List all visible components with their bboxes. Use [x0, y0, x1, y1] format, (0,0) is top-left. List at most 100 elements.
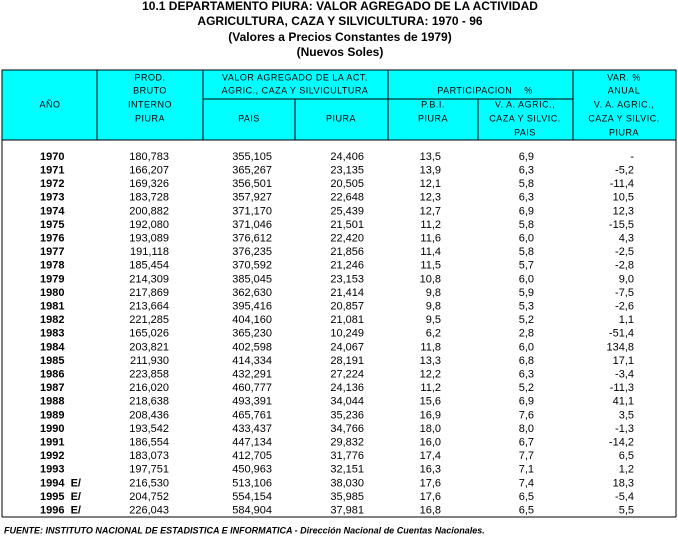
data-cell: 169,326 [129, 178, 169, 190]
col-header: PARTICIPACION % [437, 85, 533, 95]
year-cell: 1971 [40, 165, 64, 177]
data-cell: 183,728 [129, 192, 169, 204]
data-cell: 213,664 [129, 301, 169, 313]
title: AGRICULTURA, CAZA Y SILVICULTURA: 1970 -… [197, 14, 482, 28]
data-cell: 34,766 [330, 423, 364, 435]
data-cell: 216,530 [129, 477, 169, 489]
year-cell: 1979 [40, 273, 64, 285]
data-cell: 31,776 [330, 450, 364, 462]
data-cell: 197,751 [129, 464, 169, 476]
data-cell: 29,832 [330, 437, 364, 449]
data-cell: 11,2 [420, 219, 441, 231]
col-header: VALOR AGREGADO DE LA ACT. [222, 72, 368, 82]
data-cell: 8,0 [519, 423, 534, 435]
data-cell: 12,1 [420, 178, 441, 190]
col-header: PIURA [609, 127, 639, 137]
year-cell: 1989 [40, 409, 64, 421]
data-cell: 11,2 [420, 382, 441, 394]
data-cell: 134,8 [606, 341, 634, 353]
data-cell: 412,705 [232, 450, 272, 462]
data-cell: 21,414 [330, 287, 364, 299]
year-cell: 1984 [40, 341, 65, 353]
data-cell: 6,0 [519, 341, 534, 353]
data-cell: 24,067 [330, 341, 364, 353]
col-header: AGRIC., CAZA Y SILVICULTURA [222, 85, 369, 95]
data-cell: 203,821 [129, 341, 169, 353]
year-cell: 1970 [40, 151, 64, 163]
data-cell: 11,6 [420, 233, 441, 245]
data-cell: 5,9 [519, 287, 534, 299]
data-cell: 362,630 [232, 287, 272, 299]
data-cell: 584,904 [232, 505, 272, 517]
data-cell: 41,1 [613, 396, 634, 408]
data-cell: 28,191 [330, 355, 364, 367]
data-cell: 6,0 [519, 273, 534, 285]
data-cell: -7,5 [615, 287, 634, 299]
data-cell: 24,406 [330, 151, 364, 163]
data-cell: 17,6 [420, 491, 441, 503]
data-cell: 20,857 [330, 301, 364, 313]
data-cell: -3,4 [615, 369, 634, 381]
data-cell: -11,4 [610, 178, 634, 190]
data-cell: 20,505 [330, 178, 364, 190]
year-cell: 1993 [40, 464, 64, 476]
year-cell: 1983 [40, 328, 64, 340]
data-cell: -5,4 [615, 491, 634, 503]
source-note: FUENTE: INSTITUTO NACIONAL DE ESTADISTIC… [4, 525, 485, 535]
col-header: CAZA Y SILVIC. [489, 113, 561, 123]
col-header: PIURA [135, 113, 165, 123]
data-cell: 12,3 [613, 205, 634, 217]
col-header: INTERNO [128, 99, 172, 109]
data-cell: -11,3 [610, 382, 634, 394]
data-cell: 7,6 [519, 409, 534, 421]
data-cell: 6,2 [426, 328, 441, 340]
year-cell: 1986 [40, 369, 64, 381]
data-cell: -5,2 [615, 165, 634, 177]
data-cell: 24,136 [330, 382, 364, 394]
data-cell: 12,2 [420, 369, 441, 381]
data-cell: 218,638 [129, 396, 169, 408]
data-cell: 23,135 [330, 165, 364, 177]
col-header: PAIS [514, 127, 536, 137]
data-cell: -1,3 [615, 423, 634, 435]
data-cell: 185,454 [129, 260, 169, 272]
data-cell: 6,9 [519, 205, 534, 217]
data-cell: 208,436 [129, 409, 169, 421]
data-cell: 460,777 [232, 382, 272, 394]
year-cell: 1973 [40, 192, 64, 204]
data-cell: 6,9 [519, 151, 534, 163]
data-cell: 192,080 [129, 219, 169, 231]
data-cell: 217,869 [129, 287, 169, 299]
data-cell: 32,151 [330, 464, 364, 476]
data-cell: 200,882 [129, 205, 169, 217]
data-cell: 211,930 [130, 355, 169, 367]
data-cell: 395,416 [232, 301, 272, 313]
year-cell: 1987 [40, 382, 64, 394]
data-cell: 193,542 [129, 423, 169, 435]
data-cell: 6,5 [519, 505, 534, 517]
data-cell: 22,420 [330, 233, 364, 245]
data-cell: -2,8 [615, 260, 634, 272]
data-cell: 10,8 [420, 273, 441, 285]
data-cell: 365,267 [232, 165, 272, 177]
title: (Valores a Precios Constantes de 1979) [228, 30, 451, 44]
data-cell: 357,927 [232, 192, 272, 204]
data-cell: 7,1 [519, 464, 534, 476]
data-cell: 193,089 [129, 233, 169, 245]
data-cell: 165,026 [129, 328, 169, 340]
data-cell: 21,081 [330, 314, 364, 326]
data-cell: 5,8 [519, 246, 534, 258]
data-cell: 223,858 [129, 369, 169, 381]
data-cell: 414,334 [232, 355, 272, 367]
data-cell: 17,1 [613, 355, 634, 367]
data-cell: 6,3 [519, 369, 534, 381]
data-cell: 6,8 [519, 355, 534, 367]
header-lines [1, 70, 677, 518]
data-cell: 513,106 [232, 477, 272, 489]
data-cell: 21,246 [330, 260, 364, 272]
col-header: V. A. AGRIC., [594, 99, 654, 109]
data-cell: 465,761 [232, 409, 272, 421]
data-cell: 18,0 [420, 423, 441, 435]
data-cell: -2,6 [615, 301, 634, 313]
col-header: PAIS [238, 113, 260, 123]
